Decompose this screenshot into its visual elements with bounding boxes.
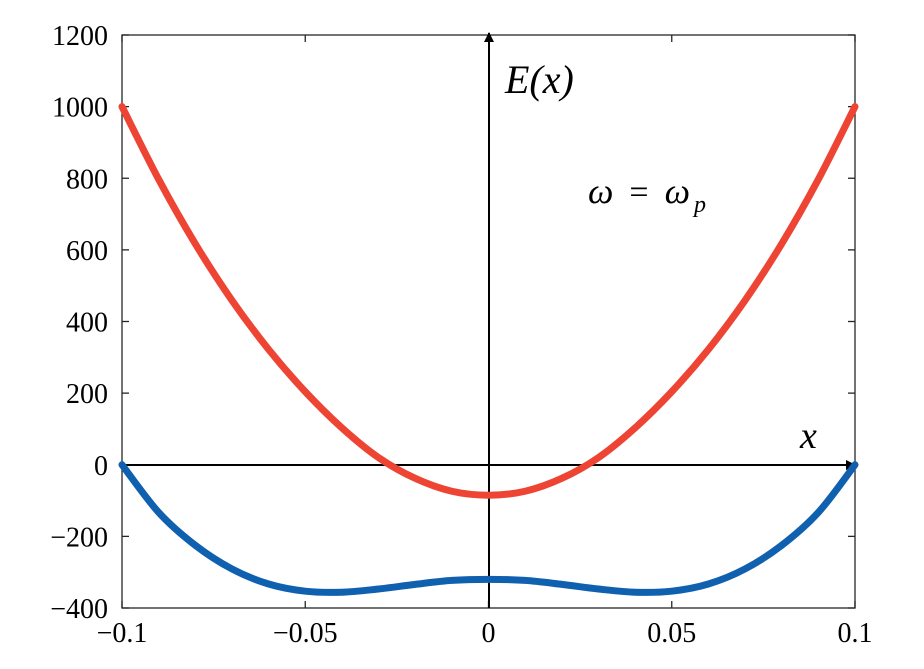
y-tick-label: 1000 [52, 93, 108, 124]
x-axis-label: x [799, 415, 817, 457]
y-tick-label: 400 [66, 308, 108, 339]
y-tick-labels: −400 −200 0 200 400 600 800 1000 1200 [50, 21, 108, 625]
y-tick-label: 1200 [52, 21, 108, 52]
series-line-0 [118, 103, 859, 499]
y-tick-label: 800 [66, 164, 108, 195]
x-tick-label: 0.05 [647, 618, 696, 649]
x-tick-label: −0.1 [97, 618, 148, 649]
x-tick-label: −0.05 [273, 618, 338, 649]
omega-symbol: ω [588, 171, 613, 211]
series-layer [118, 103, 859, 596]
y-axis-label: E(x) [504, 57, 574, 102]
y-tick-label: −400 [50, 594, 108, 625]
tick-marks [121, 34, 856, 609]
omega-annotation: ω = ω p [588, 171, 706, 218]
equals-sign: = [629, 174, 648, 211]
series-line-1 [118, 461, 859, 596]
x-tick-label: 0 [482, 618, 496, 649]
y-tick-label: 600 [66, 236, 108, 267]
y-tick-label: 200 [66, 379, 108, 410]
y-tick-label: −200 [50, 522, 108, 553]
x-tick-labels: −0.1 −0.05 0 0.05 0.1 [97, 618, 873, 649]
omega-subscript: p [692, 192, 706, 218]
y-tick-label: 0 [94, 451, 108, 482]
x-tick-label: 0.1 [838, 618, 873, 649]
omega-p-symbol: ω [665, 171, 690, 211]
